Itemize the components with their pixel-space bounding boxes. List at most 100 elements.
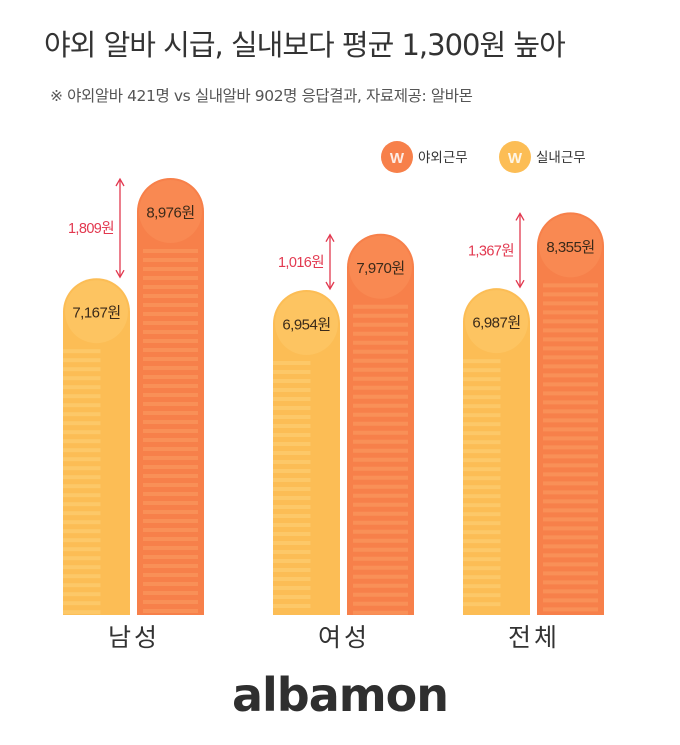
bar-stripe [63,511,101,516]
bar-stripe [463,476,501,481]
bar-stripe [353,538,408,543]
bar-stripe [143,465,198,469]
bar-stripe [63,520,101,525]
bar-stripe [353,529,408,534]
difference-arrowhead-down [325,281,335,291]
bar-stripe [63,367,101,372]
bar-value-label: 6,954원 [282,317,330,334]
bar-stripe [273,469,311,473]
bar-stripe [543,463,598,468]
bar-indoor: 6,987원 [463,288,530,615]
bar-stripe [63,403,101,408]
bar-stripe [63,493,101,498]
bar-stripe [353,421,408,426]
difference-annotation: 1,809원 [68,177,125,279]
bar-stripe [463,440,501,445]
bar-stripe [63,394,101,399]
bar-stripe [143,456,198,460]
bar-stripe [543,355,598,360]
bar-stripe [273,397,311,401]
bar-stripe [63,502,101,507]
bar-stripe [143,519,198,523]
bar-value-label: 8,355원 [546,239,594,256]
bar-stripe [143,366,198,370]
bar-stripe [273,595,311,599]
bar-stripe [543,364,598,369]
won-coin-icon [381,141,413,173]
bar-stripe [353,520,408,525]
bar-stripe [353,385,408,390]
bar-stripe [463,359,501,364]
bar-stripe [463,539,501,544]
bar-stripe [273,451,311,455]
bar-stripe [273,532,311,536]
bar-stripe [63,529,101,534]
bar-stripe [273,577,311,581]
bar-stripe [353,340,408,345]
chart-legend: W 야외근무 W 실내근무 [381,141,586,173]
bar-stripe [143,510,198,514]
bar-stripe [353,430,408,435]
bar-stripe [463,422,501,427]
difference-label: 1,367원 [468,242,514,259]
bar-stripe [463,395,501,400]
difference-label: 1,016원 [278,254,324,271]
bar-cap [465,290,528,354]
bar-stripe [143,321,198,325]
bar-stripe [463,413,501,418]
logo-text: albamon [231,668,449,722]
bar-stripe [463,575,501,580]
bar-stripe [353,610,408,615]
bar-stripe [543,391,598,396]
bar-stripe [543,562,598,567]
bar-stripe [143,447,198,451]
bar-stripe [353,502,408,507]
legend-label: 야외근무 [418,150,468,166]
difference-arrowhead-down [515,279,525,289]
bar-stripe [143,564,198,568]
bar-stripe [543,544,598,549]
bar-cap [65,280,128,344]
bar-stripe [143,357,198,361]
bar-stripe [543,337,598,342]
bar-stripe [143,501,198,505]
page-title: 야외 알바 시급, 실내보다 평균 1,300원 높아 [44,28,566,62]
bar-stripe [353,583,408,588]
bar-stripe [543,283,598,288]
bar-stripe [353,349,408,354]
difference-annotation: 1,016원 [278,233,335,291]
bar-stripe [143,609,198,613]
legend-item: W 실내근무 [499,141,586,173]
difference-label: 1,809원 [68,220,114,237]
bar-cap [139,180,202,243]
bar-stripe [143,384,198,388]
bar-stripe [463,530,501,535]
bar-stripe [543,409,598,414]
bar-stripe [463,458,501,463]
bar-stripe [143,348,198,352]
bar-stripe [273,424,311,428]
difference-arrowhead-up [325,233,335,243]
bar-stripe [463,593,501,598]
bar-stripe [463,485,501,490]
bar-stripe [273,361,311,365]
bar-stripe [273,505,311,509]
legend-symbol: W [390,150,405,167]
bar-stripe [273,496,311,500]
bar-value-label: 7,167원 [72,305,120,322]
bar-stripe [543,535,598,540]
bar-stripe [463,386,501,391]
bar-stripe [63,466,101,471]
bar-stripe [143,537,198,541]
bar-stripe [463,521,501,526]
bar-stripe [353,304,408,309]
bar-stripe [143,582,198,586]
bar-stripe [463,584,501,589]
bar-stripe [143,375,198,379]
bar-stripe [63,610,101,615]
bar-stripe [543,580,598,585]
bar-stripe [543,427,598,432]
bar-stripe [63,358,101,363]
bar-outdoor: 8,976원 [137,178,204,615]
bar-stripe [543,319,598,324]
